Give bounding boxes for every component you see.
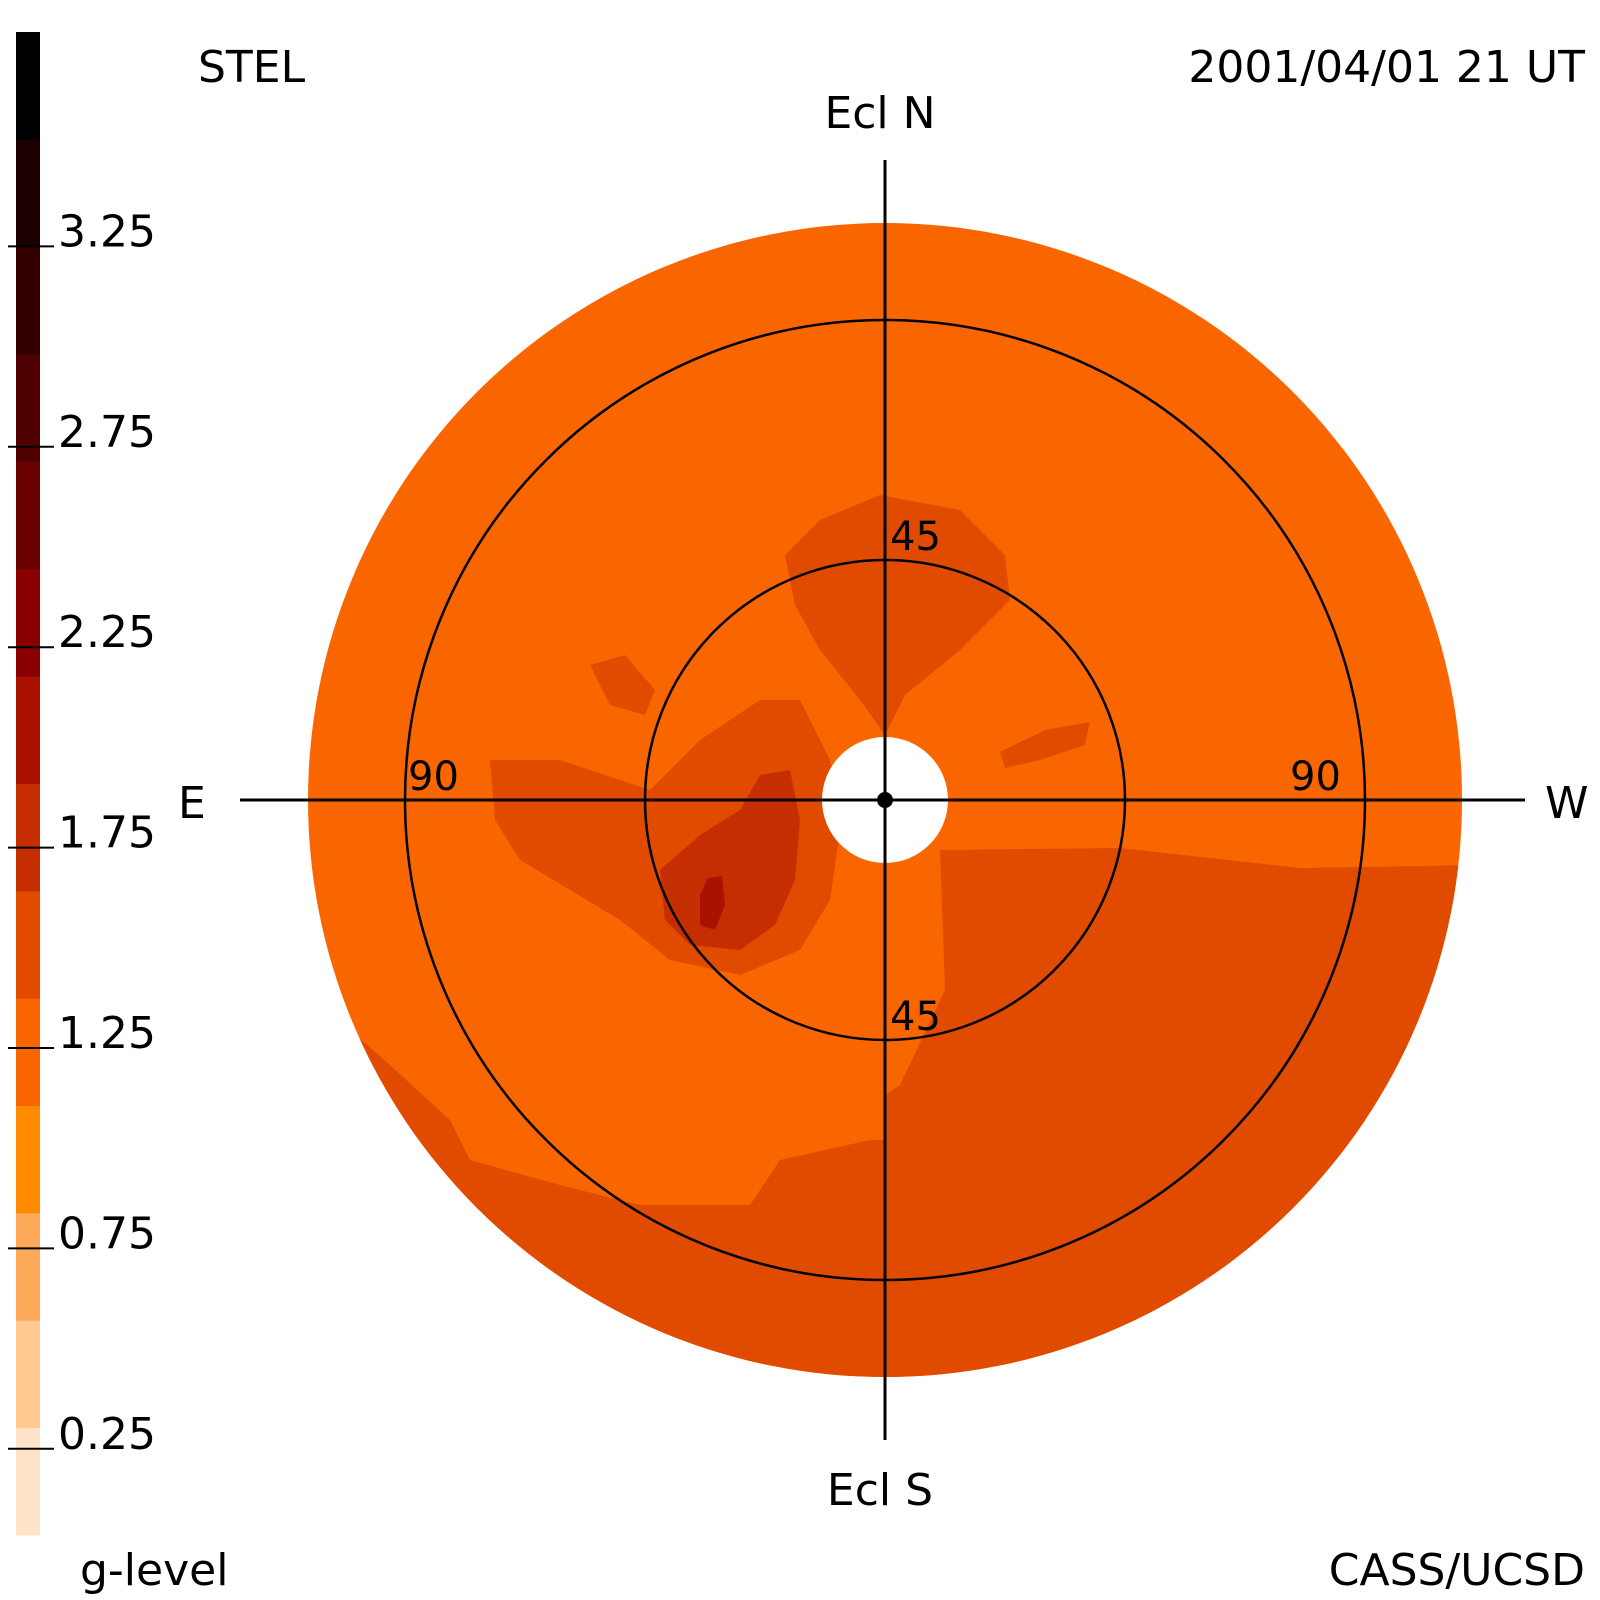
colorbar-band <box>16 1427 40 1536</box>
colorbar-tick-label: 2.25 <box>58 607 156 658</box>
direction-north-label: Ecl N <box>824 88 935 139</box>
direction-east-label: E <box>178 778 206 829</box>
timestamp-label: 2001/04/01 21 UT <box>1188 42 1585 93</box>
colorbar-band <box>16 998 40 1107</box>
colorbar-band <box>16 568 40 677</box>
colorbar-band <box>16 1105 40 1214</box>
colorbar-band <box>16 1212 40 1321</box>
colorbar-band <box>16 461 40 570</box>
colorbar-band <box>16 783 40 892</box>
colorbar <box>16 32 40 1536</box>
colorbar-title: g-level <box>80 1545 228 1596</box>
colorbar-tick-label: 1.75 <box>58 808 156 859</box>
colorbar-tick-label: 3.25 <box>58 206 156 257</box>
ring-label-90-east: 90 <box>408 754 459 800</box>
ring-label-45-south: 45 <box>890 994 941 1040</box>
instrument-label: STEL <box>198 42 306 93</box>
region-north-lobe <box>785 495 1010 735</box>
sky-disk <box>308 223 1462 1377</box>
colorbar-band <box>16 139 40 248</box>
colorbar-band <box>16 890 40 999</box>
colorbar-ticks: 3.25 2.75 2.25 1.75 1.25 0.75 0.25 <box>8 206 156 1460</box>
region-southwest-sector <box>885 848 1462 1377</box>
region-northeast-patch <box>590 655 655 715</box>
colorbar-band <box>16 676 40 784</box>
credit-label: CASS/UCSD <box>1329 1545 1585 1596</box>
colorbar-tick-label: 2.75 <box>58 407 156 458</box>
colorbar-tick-label: 1.25 <box>58 1008 156 1059</box>
direction-west-label: W <box>1545 778 1589 829</box>
colorbar-band <box>16 32 40 140</box>
colorbar-tick-label: 0.75 <box>58 1208 156 1259</box>
colorbar-band <box>16 246 40 355</box>
ring-label-45-north: 45 <box>890 514 941 560</box>
direction-south-label: Ecl S <box>827 1465 933 1516</box>
center-dot <box>877 792 893 808</box>
colorbar-band <box>16 354 40 462</box>
region-core-spot <box>700 876 725 930</box>
region-west-streak <box>1000 722 1090 768</box>
ring-label-90-west: 90 <box>1290 754 1341 800</box>
colorbar-tick-label: 0.25 <box>58 1409 156 1460</box>
colorbar-band <box>16 1320 40 1429</box>
region-inner-blob <box>660 770 800 950</box>
